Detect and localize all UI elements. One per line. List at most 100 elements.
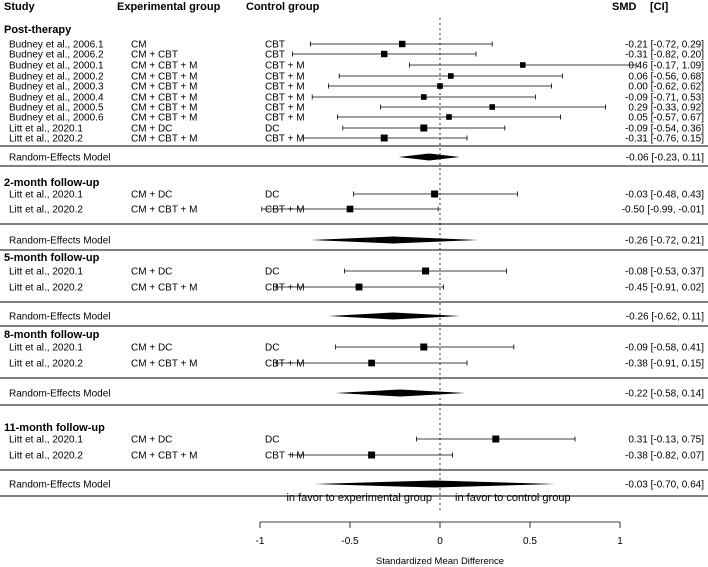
study-row: Litt et al., 2020.1 CM + DC DC -0.09 [-0.54… [9,124,704,135]
study-row: Litt et al., 2020.1 CM + DC DC -0.08 [-0.53… [9,267,704,278]
smd-value: -0.38 [-0.82, 0.07] [625,451,704,462]
experimental-group: CM [131,40,147,51]
control-group: DC [265,435,279,446]
pooled-smd-value: -0.26 [-0.72, 0.21] [625,236,704,247]
effect-square [489,104,495,110]
control-group: CBT + M [265,93,305,104]
study-label: Litt et al., 2020.2 [9,283,83,294]
smd-value: 0.46 [-0.17, 1.09] [628,61,704,72]
control-group: CBT + M [265,113,305,124]
smd-value: -0.08 [-0.53, 0.37] [625,267,704,278]
study-label: Budney et al., 2000.5 [9,103,104,114]
control-group: CBT + M [265,72,305,83]
control-group: CBT + M [265,82,305,93]
experimental-group: CM + DC [131,343,172,354]
experimental-group: CM + DC [131,190,172,201]
study-label: Litt et al., 2020.2 [9,134,83,145]
study-row: Budney et al., 2000.4 CM + CBT + M CBT + M… [9,93,704,104]
experimental-group: CM + CBT + M [131,82,198,93]
experimental-group: CM + CBT + M [131,72,198,83]
effect-square [446,114,452,120]
forest-rows: Post-therapy Budney et al., 2006.1 CM CBT -0… [0,18,708,513]
pooled-label: Random-Effects Model [9,389,111,400]
control-group: CBT + M [265,134,305,145]
study-label: Litt et al., 2020.1 [9,124,83,135]
experimental-group: CM + DC [131,124,172,135]
effect-square [398,40,406,48]
section-title: 11-month follow-up [4,422,105,434]
effect-square [492,435,500,443]
effect-square [520,62,526,68]
experimental-group: CM + CBT + M [131,283,198,294]
effect-square [420,343,428,351]
section-title: 2-month follow-up [4,177,100,189]
pooled-label: Random-Effects Model [9,236,111,247]
effect-square [447,73,454,79]
study-label: Budney et al., 2000.3 [9,82,104,93]
study-row: Litt et al., 2020.2 CM + CBT + M CBT + M -0… [9,134,704,145]
study-row: Litt et al., 2020.1 CM + DC DC -0.03 [-0.48… [9,190,704,201]
smd-value: -0.31 [-0.82, 0.20] [625,50,704,61]
pooled-row: Random-Effects Model -0.26 [-0.62, 0.11] [9,312,704,323]
pooled-label: Random-Effects Model [9,153,111,164]
study-row: Litt et al., 2020.2 CM + CBT + M CBT + M -0… [9,451,704,462]
study-label: Budney et al., 2000.1 [9,61,104,72]
pooled-smd-value: -0.26 [-0.62, 0.11] [626,312,704,323]
header-control: Control group [246,1,320,13]
effect-square [368,359,375,367]
pooled-label: Random-Effects Model [9,312,111,323]
x-tick-label: 1 [617,536,623,547]
experimental-group: CM + DC [131,267,172,278]
smd-value: 0.31 [-0.13, 0.75] [628,435,704,446]
control-group: DC [265,267,279,278]
pooled-smd-value: -0.06 [-0.23, 0.11] [626,153,704,164]
smd-value: 0.06 [-0.56, 0.68] [628,72,704,83]
experimental-group: CM + DC [131,435,172,446]
study-label: Budney et al., 2000.6 [9,113,104,124]
control-group: CBT + M [265,205,305,216]
header-study: Study [4,1,35,13]
pooled-row: Random-Effects Model -0.26 [-0.72, 0.21] [9,236,704,247]
study-label: Litt et al., 2020.2 [9,359,83,370]
study-label: Litt et al., 2020.1 [9,435,83,446]
control-group: DC [265,343,279,354]
smd-value: -0.03 [-0.48, 0.43] [625,190,704,201]
study-label: Budney et al., 2000.2 [9,72,104,83]
pooled-row: Random-Effects Model -0.22 [-0.58, 0.14] [9,389,704,400]
header-experimental: Experimental group [117,1,221,13]
control-group: CBT + M [265,359,305,370]
control-group: CBT [265,50,285,61]
x-tick-label: -1 [256,536,265,547]
pooled-diamond [310,236,478,244]
smd-value: -0.09 [-0.58, 0.41] [625,343,704,354]
study-row: Litt et al., 2020.2 CM + CBT + M CBT + M -0… [9,283,704,294]
study-row: Budney et al., 2000.5 CM + CBT + M CBT + M… [9,103,704,114]
pooled-diamond [335,389,466,397]
experimental-group: CM + CBT + M [131,451,198,462]
effect-square [420,94,427,100]
study-row: Litt et al., 2020.1 CM + DC DC 0.31 [-0.13,… [9,435,704,446]
smd-value: 0.29 [-0.33, 0.92] [628,103,704,114]
experimental-group: CM + CBT [131,50,178,61]
effect-square [422,267,430,275]
control-group: DC [265,124,279,135]
study-label: Litt et al., 2020.1 [9,190,83,201]
smd-value: -0.09 [-0.71, 0.53] [625,93,704,104]
smd-value: 0.05 [-0.57, 0.67] [628,113,704,124]
study-label: Litt et al., 2020.1 [9,343,83,354]
smd-value: -0.38 [-0.91, 0.15] [625,359,704,370]
x-tick-label: 0.5 [523,536,537,547]
control-group: CBT + M [265,61,305,72]
smd-value: 0.00 [-0.62, 0.62] [628,82,704,93]
study-row: Budney et al., 2000.2 CM + CBT + M CBT + M… [9,72,704,83]
study-row: Budney et al., 2006.2 CM + CBT CBT -0.31 [-… [9,50,704,61]
x-tick-label: -0.5 [341,536,359,547]
pooled-label: Random-Effects Model [9,480,111,491]
section-title: 8-month follow-up [4,329,100,341]
study-row: Budney et al., 2000.6 CM + CBT + M CBT + M… [9,113,704,124]
smd-value: -0.21 [-0.72, 0.29] [625,40,704,51]
control-group: DC [265,190,279,201]
control-group: CBT + M [265,451,305,462]
study-label: Litt et al., 2020.2 [9,451,83,462]
